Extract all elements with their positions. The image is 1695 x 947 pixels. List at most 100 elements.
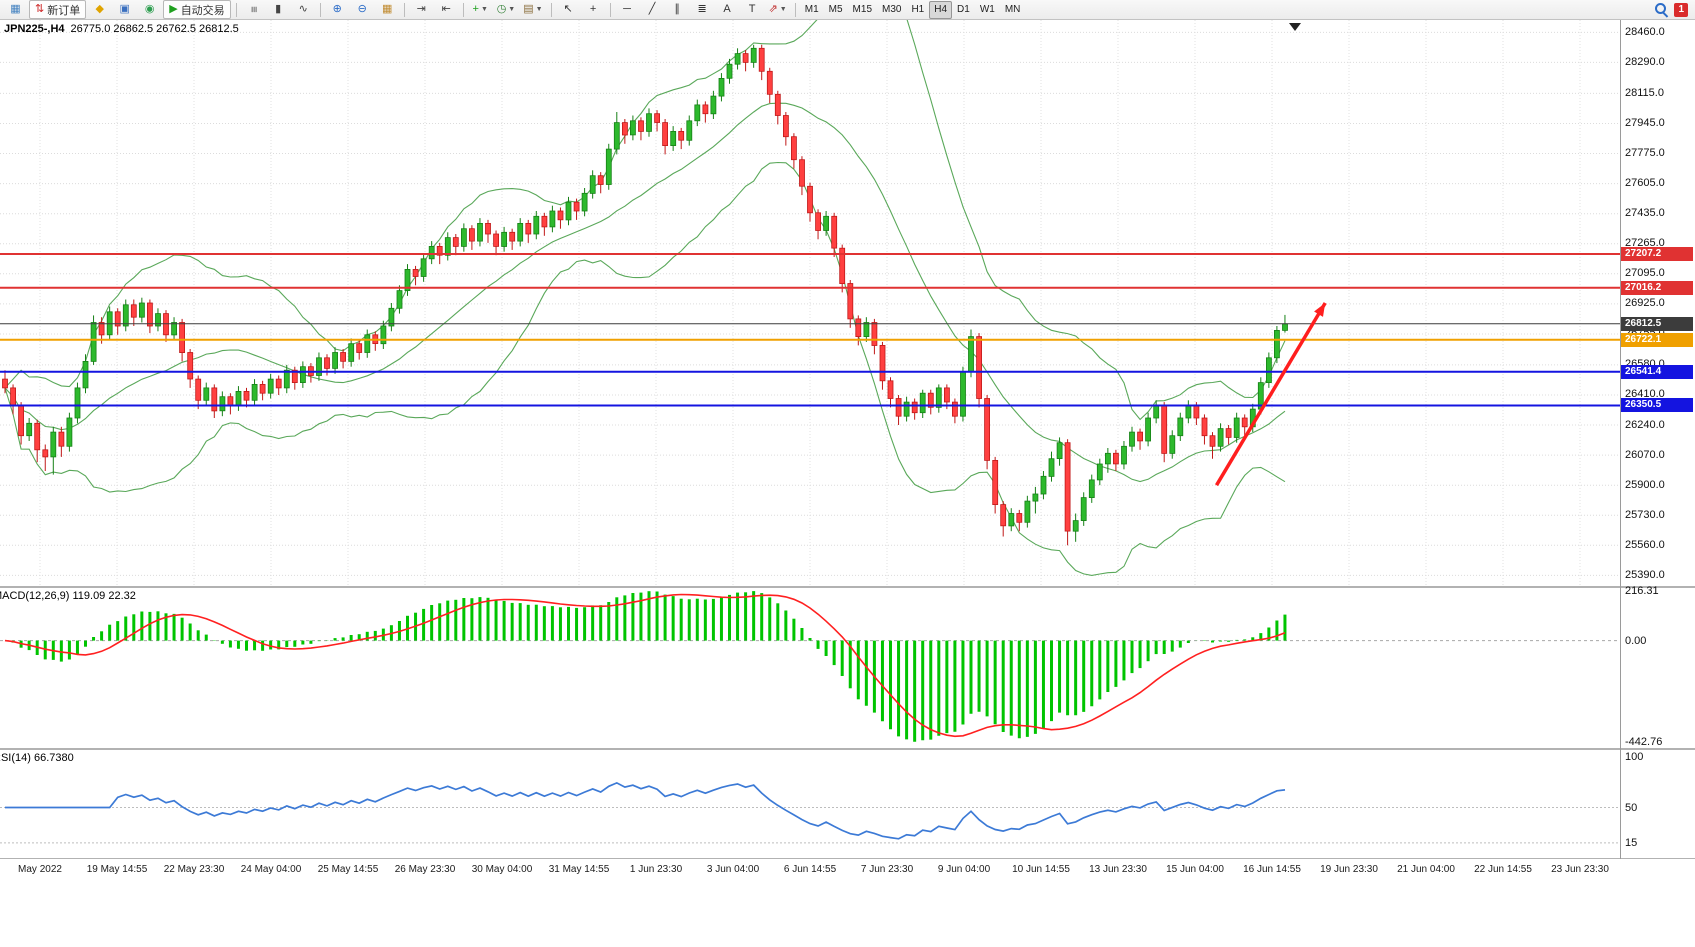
macd-axis-label: 216.31 (1625, 585, 1659, 598)
timeframe-m1-button[interactable]: M1 (804, 4, 819, 15)
chart-shift-marker[interactable] (1289, 23, 1301, 31)
timeframe-m15-button[interactable]: M15 (852, 4, 872, 15)
timeframe-h4-button[interactable]: H4 (929, 0, 953, 19)
trend-arrow[interactable] (1215, 302, 1327, 487)
channel-icon: ∥ (674, 3, 680, 15)
price-level-tag: 26722.1 (1621, 332, 1693, 347)
tile-windows-icon: ▦ (381, 3, 393, 15)
timeframe-h1-button[interactable]: H1 (911, 4, 925, 15)
timeframe-mn-button[interactable]: MN (1004, 4, 1021, 15)
rsi-pane[interactable]: RSI(14) 66.7380 (0, 750, 1620, 858)
toolbar-separator (319, 2, 321, 17)
macd-canvas[interactable] (0, 588, 1620, 748)
search-handle (1663, 11, 1669, 18)
fibonacci-button[interactable]: ≣ (691, 0, 714, 19)
price-axis-label: 25560.0 (1625, 538, 1665, 551)
rsi-canvas[interactable] (0, 750, 1620, 858)
macd-axis-label: 0.00 (1625, 634, 1647, 647)
tile-windows-button[interactable]: ▦ (376, 0, 399, 19)
indicators-button[interactable]: + ▼ (469, 0, 492, 19)
cursor-button[interactable]: ↖ (557, 0, 580, 19)
time-axis[interactable]: May 2022 19 May 14:55 22 May 23:30 24 May 0… (0, 859, 1695, 947)
new-chart-button[interactable]: ▦ (4, 0, 27, 19)
timeframe-w1-button[interactable]: W1 (979, 4, 995, 15)
pane-separator[interactable] (0, 748, 1695, 750)
mql5-icon: ◆ (95, 3, 104, 15)
text-button[interactable]: A (716, 0, 739, 19)
price-axis-label: 28115.0 (1625, 86, 1664, 99)
arrow-object-icon: ⇗ (768, 3, 778, 15)
time-axis-label: 19 Jun 23:30 (1320, 864, 1378, 875)
main-toolbar: ▦ ⇅ 新订单 ◆ ▣ ◉ ▶ 自动交易 ≡ ▮ ∿ ⊕ ⊖ ▦ ⇥ ⇤ + ▼ ◷ ▼ ▤ ▼ ↖ + ─ ╱ ∥ ≣ A T ⇗ ▼ M1 M… (0, 0, 1695, 20)
macd-signal-line (4, 593, 1286, 738)
mql5-community-button[interactable]: ◆ (88, 0, 111, 19)
horizontal-line-icon: ─ (623, 3, 631, 15)
bollinger-bands (4, 20, 1286, 576)
zoom-out-button[interactable]: ⊖ (351, 0, 374, 19)
time-axis-label: 9 Jun 04:00 (937, 864, 991, 875)
crosshair-icon: + (589, 3, 597, 15)
templates-button[interactable]: ▤ ▼ (520, 0, 545, 19)
price-axis-border (1620, 20, 1621, 859)
fibonacci-icon: ≣ (697, 3, 707, 15)
price-axis-label: 26410.0 (1625, 388, 1665, 401)
price-axis-label: 26240.0 (1625, 418, 1665, 431)
search-icon[interactable] (1655, 2, 1669, 18)
arrows-button[interactable]: ⇗ ▼ (766, 0, 790, 19)
cursor-icon: ↖ (563, 3, 573, 15)
time-axis-label: 22 May 23:30 (163, 864, 225, 875)
chart-region: JPN225-,H4 26775.0 26862.5 26762.5 26812.… (0, 20, 1695, 947)
zoom-out-icon: ⊖ (357, 3, 367, 15)
profile-button[interactable]: ▣ (113, 0, 136, 19)
toolbar-separator (550, 2, 552, 17)
time-axis-label: 21 Jun 04:00 (1397, 864, 1455, 875)
text-label-button[interactable]: T (741, 0, 764, 19)
notification-badge[interactable]: 1 (1674, 2, 1688, 17)
symbol-title: JPN225-,H4 (4, 23, 65, 35)
price-chart-canvas[interactable] (0, 20, 1620, 586)
rsi-axis-label: 50 (1625, 801, 1638, 814)
zoom-in-button[interactable]: ⊕ (326, 0, 349, 19)
timeframe-d1-button[interactable]: D1 (957, 4, 970, 15)
price-axis-label: 27095.0 (1625, 267, 1665, 280)
price-axis-label: 27945.0 (1625, 116, 1665, 129)
price-axis-label: 27265.0 (1625, 237, 1665, 250)
time-axis-label: 30 May 04:00 (471, 864, 533, 875)
horizontal-line-button[interactable]: ─ (616, 0, 639, 19)
time-axis-label: 19 May 14:55 (86, 864, 148, 875)
horizontal-levels (0, 253, 1620, 407)
periods-button[interactable]: ◷ ▼ (494, 0, 519, 19)
pane-separator (0, 858, 1695, 859)
text-icon: A (723, 3, 731, 15)
new-order-button[interactable]: ⇅ 新订单 (29, 0, 87, 19)
auto-scroll-button[interactable]: ⇥ (410, 0, 433, 19)
price-axis[interactable]: 28460.0 28290.0 28115.0 27945.0 27775.0 27605… (1621, 20, 1695, 947)
price-axis-label: 28460.0 (1625, 25, 1665, 38)
macd-pane[interactable]: MACD(12,26,9) 119.09 22.32 (0, 588, 1620, 748)
time-axis-label: 23 Jun 23:30 (1551, 864, 1609, 875)
crosshair-button[interactable]: + (582, 0, 605, 19)
trendline-button[interactable]: ╱ (641, 0, 664, 19)
time-axis-label: 24 May 04:00 (240, 864, 302, 875)
price-axis-label: 27605.0 (1625, 177, 1665, 190)
timeframe-m30-button[interactable]: M30 (882, 4, 902, 15)
line-chart-button[interactable]: ∿ (292, 0, 315, 19)
bar-chart-button[interactable]: ≡ (242, 0, 265, 19)
price-axis-label: 27775.0 (1625, 147, 1665, 160)
dropdown-caret-icon: ▼ (480, 6, 488, 13)
auto-trading-button[interactable]: ▶ 自动交易 (163, 0, 231, 19)
chart-shift-icon: ⇤ (441, 3, 451, 15)
chart-shift-button[interactable]: ⇤ (435, 0, 458, 19)
candlestick-chart-button[interactable]: ▮ (267, 0, 290, 19)
market-button[interactable]: ◉ (138, 0, 161, 19)
pane-separator[interactable] (0, 586, 1695, 588)
new-chart-icon: ▦ (10, 3, 21, 15)
price-axis-label: 26925.0 (1625, 297, 1665, 310)
new-order-icon: ⇅ (35, 3, 45, 15)
rsi-axis-label: 100 (1625, 751, 1644, 764)
channel-button[interactable]: ∥ (666, 0, 689, 19)
price-chart-pane[interactable]: JPN225-,H4 26775.0 26862.5 26762.5 26812.… (0, 20, 1620, 586)
time-axis-label: 16 Jun 14:55 (1243, 864, 1301, 875)
timeframe-m5-button[interactable]: M5 (828, 4, 843, 15)
